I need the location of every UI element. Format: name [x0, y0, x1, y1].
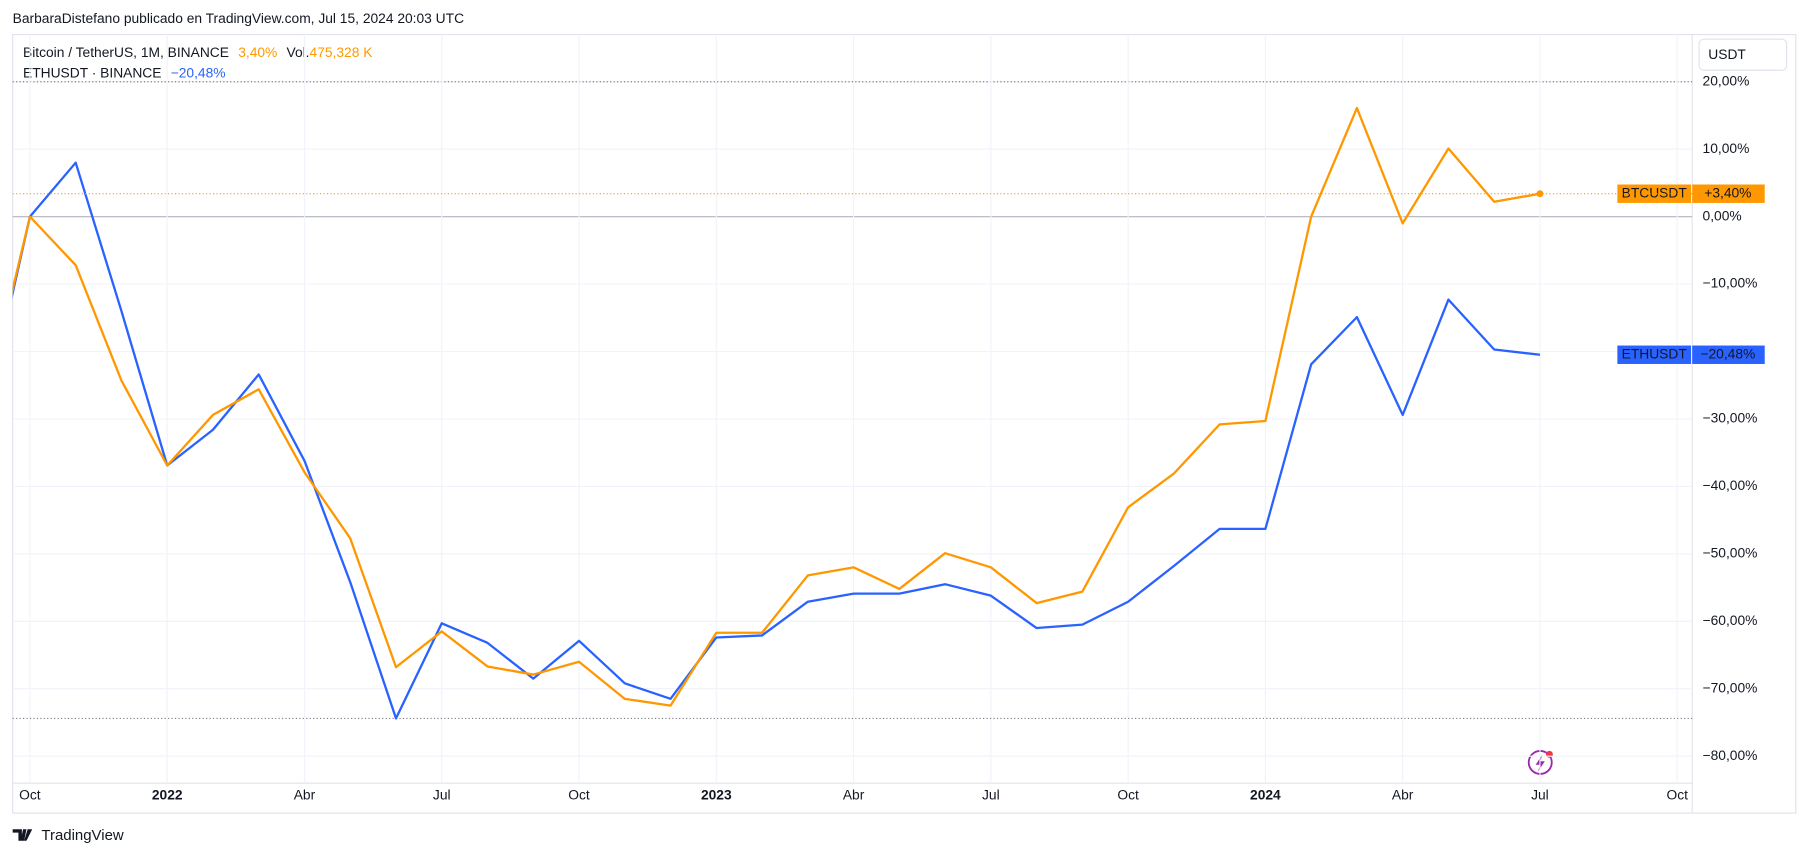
footer-brand: TradingView	[41, 827, 123, 844]
price-label-name: BTCUSDT	[1622, 184, 1688, 200]
x-tick-label: Abr	[1392, 786, 1414, 802]
y-tick-label: −70,00%	[1703, 679, 1758, 695]
x-tick-label: 2024	[1250, 786, 1281, 802]
footer-logo	[12, 829, 33, 841]
price-label-value-bg	[1692, 184, 1765, 203]
x-tick-label: 2022	[152, 786, 183, 802]
price-label-value-bg	[1692, 345, 1765, 364]
x-tick-label: Jul	[1531, 786, 1549, 802]
x-tick-label: Oct	[1117, 786, 1139, 802]
x-tick-label: Abr	[294, 786, 316, 802]
x-tick-label: Jul	[433, 786, 451, 802]
plot	[12, 106, 1693, 720]
price-label-value: +3,40%	[1704, 184, 1751, 200]
byline: BarbaraDistefano publicado en TradingVie…	[13, 10, 464, 26]
plot-layer: 20,00%10,00%0,00%−10,00%−20,00%−30,00%−4…	[12, 34, 1765, 802]
currency-label: USDT	[1708, 46, 1746, 62]
price-label-value: −20,48%	[1700, 345, 1755, 361]
price-label-name-bg	[1617, 184, 1692, 203]
y-tick-label: −30,00%	[1703, 410, 1758, 426]
series-line	[12, 106, 1541, 707]
y-tick-label: −40,00%	[1703, 477, 1758, 493]
x-tick-label: Oct	[19, 786, 41, 802]
volume-label: Vol.	[287, 44, 310, 60]
currency-button[interactable]	[1698, 38, 1788, 71]
y-tick-label: −50,00%	[1703, 544, 1758, 560]
legend-btc: Bitcoin / TetherUS, 1M, BINANCE 3,40% Vol.…	[23, 44, 373, 60]
legend-change: −20,48%	[171, 64, 226, 80]
x-tick-label: Abr	[843, 786, 865, 802]
price-label-name-bg	[1617, 345, 1692, 364]
legend-eth: ETHUSDT · BINANCE −20,48%	[23, 64, 226, 80]
x-tick-label: 2023	[701, 786, 732, 802]
y-tick-label: 20,00%	[1703, 72, 1750, 88]
y-tick-label: −10,00%	[1703, 275, 1758, 291]
price-label-name: ETHUSDT	[1622, 345, 1688, 361]
x-tick-label: Oct	[1666, 786, 1688, 802]
legend-title: Bitcoin / TetherUS, 1M, BINANCE	[23, 44, 229, 60]
volume-value: 475,328 K	[310, 44, 374, 60]
last-point	[1536, 190, 1544, 198]
chart-frame	[12, 33, 1797, 814]
y-tick-label: 0,00%	[1703, 207, 1742, 223]
legend-title: ETHUSDT · BINANCE	[23, 64, 161, 80]
legend-change: 3,40%	[238, 44, 277, 60]
y-tick-label: −60,00%	[1703, 612, 1758, 628]
y-tick-label: 10,00%	[1703, 140, 1750, 156]
x-tick-label: Oct	[568, 786, 590, 802]
x-tick-label: Jul	[982, 786, 1000, 802]
series-line	[12, 161, 1541, 720]
y-tick-label: −80,00%	[1703, 747, 1758, 763]
